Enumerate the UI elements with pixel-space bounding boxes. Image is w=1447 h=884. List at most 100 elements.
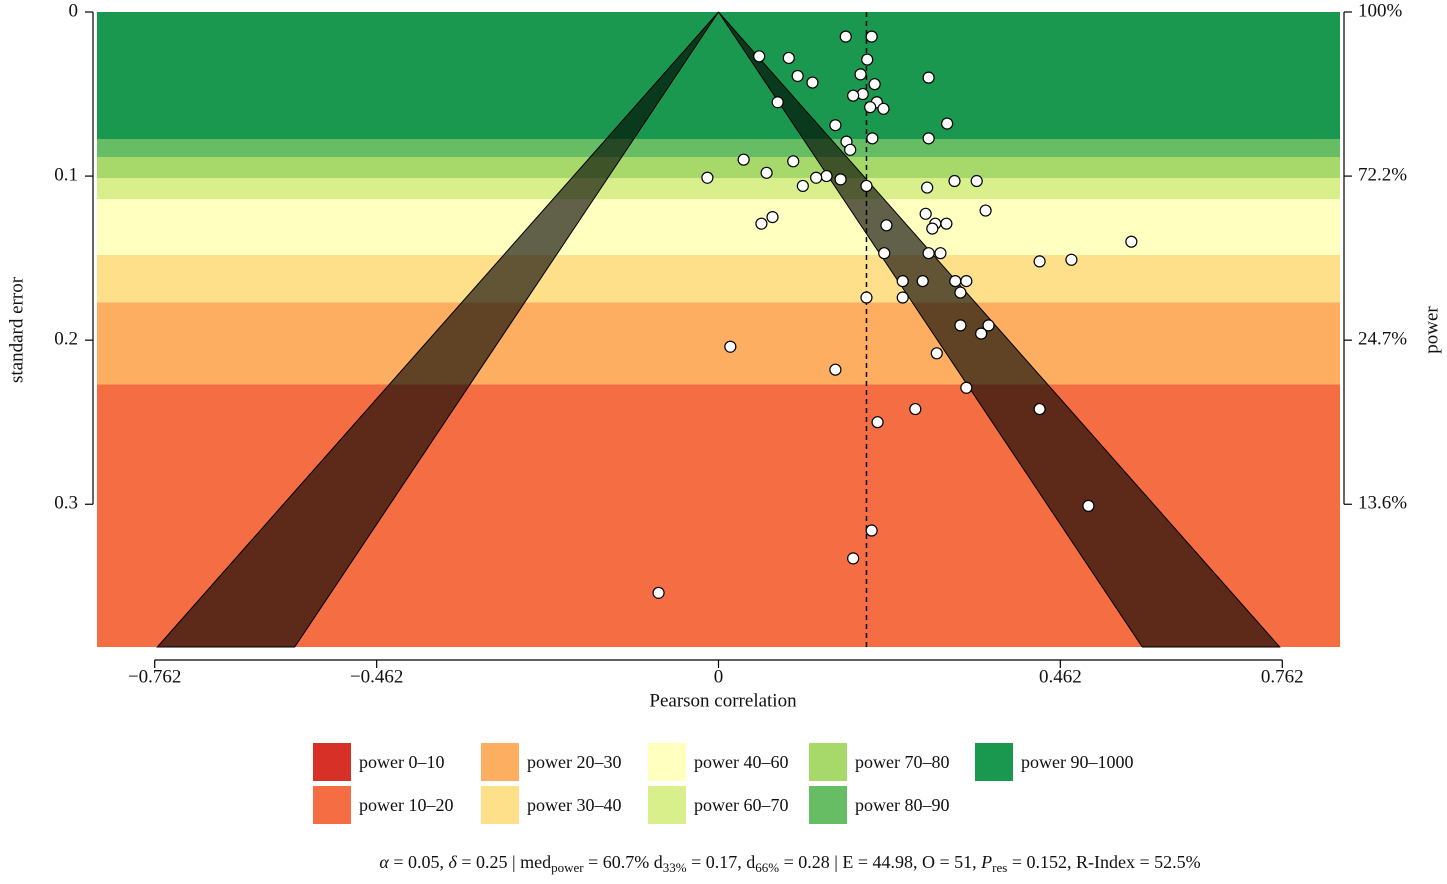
data-point	[796, 179, 809, 193]
footer-text: = 0.152, R-Index = 52.5%	[1007, 852, 1201, 872]
legend-item: power 40–60	[648, 743, 788, 781]
funnel-wedge	[718, 11, 1281, 648]
data-point	[1125, 235, 1138, 248]
y-axis-title: standard error	[6, 276, 27, 383]
data-point	[868, 78, 881, 91]
data-point	[829, 363, 842, 376]
data-point	[766, 211, 779, 224]
data-point	[919, 207, 932, 220]
footer-text: = 0.25 | med	[456, 852, 552, 872]
power-band	[97, 199, 1340, 255]
power-band	[97, 302, 1340, 385]
footer-text: = 60.7% d	[583, 852, 663, 872]
data-point	[948, 174, 961, 188]
legend-swatch	[313, 743, 351, 781]
data-point	[921, 181, 934, 194]
data-point	[820, 169, 833, 183]
data-point	[954, 319, 967, 332]
footer-stats: α = 0.05, δ = 0.25 | medpower = 60.7% d3…	[0, 852, 1447, 876]
data-point	[865, 30, 878, 43]
legend: power 0–10 power 10–20 power 20–30 power 30…	[313, 743, 1213, 833]
legend-label: power 10–20	[359, 794, 454, 815]
data-point	[866, 132, 879, 145]
x-tick-label: 0.762	[1261, 666, 1304, 687]
data-point	[724, 340, 737, 353]
legend-label: power 70–80	[855, 751, 950, 772]
data-point	[1033, 255, 1046, 268]
data-point	[829, 119, 842, 132]
legend-item: power 30–40	[481, 786, 621, 824]
x-tick-label: −0.462	[350, 666, 403, 687]
data-point	[791, 69, 804, 83]
data-point	[701, 171, 714, 184]
legend-item: power 20–30	[481, 743, 621, 781]
legend-swatch	[481, 743, 519, 781]
legend-label: power 60–70	[694, 794, 789, 815]
data-point	[926, 222, 939, 235]
y-tick-label: 0	[69, 0, 79, 21]
legend-swatch	[975, 743, 1013, 781]
power-band	[97, 139, 1340, 158]
data-point	[979, 204, 992, 217]
data-point	[847, 89, 860, 102]
data-point	[970, 174, 983, 188]
legend-swatch	[648, 743, 686, 781]
legend-swatch	[313, 786, 351, 824]
y-tick-label: 0.1	[54, 164, 78, 185]
data-point	[896, 274, 909, 288]
footer-text: = 0.05,	[388, 852, 449, 872]
x-tick-label: 0.462	[1039, 666, 1082, 687]
legend-swatch	[809, 786, 847, 824]
y-tick-label: 0.3	[54, 493, 78, 514]
legend-item: power 90–1000	[975, 743, 1133, 781]
footer-text: power	[551, 860, 584, 875]
data-point	[922, 71, 935, 84]
data-point	[810, 171, 823, 184]
footer-text: 66%	[755, 860, 780, 875]
data-point	[896, 291, 909, 304]
legend-swatch	[809, 743, 847, 781]
footer-text: res	[992, 860, 1008, 875]
legend-label: power 30–40	[527, 794, 622, 815]
y2-axis-title: power	[1421, 306, 1442, 354]
data-point	[940, 217, 953, 230]
data-point	[922, 247, 935, 260]
data-point	[954, 286, 967, 299]
legend-label: power 80–90	[855, 794, 950, 815]
x-axis-title: Pearson correlation	[649, 690, 797, 711]
legend-label: power 20–30	[527, 751, 622, 772]
data-point	[844, 143, 857, 156]
data-point	[854, 68, 867, 81]
legend-swatch	[648, 786, 686, 824]
data-point	[871, 416, 884, 429]
power-band	[97, 12, 1340, 139]
data-point	[982, 319, 995, 332]
data-point	[877, 102, 890, 115]
data-point	[880, 219, 893, 232]
data-point	[834, 173, 847, 186]
data-point	[652, 586, 665, 599]
data-point	[1065, 253, 1078, 266]
legend-swatch	[481, 786, 519, 824]
data-point	[787, 155, 800, 168]
legend-item: power 60–70	[648, 786, 788, 824]
footer-text: δ	[448, 852, 457, 872]
funnel-wedge	[156, 11, 719, 648]
data-point	[737, 153, 750, 166]
y-tick-label: 0.2	[54, 329, 78, 350]
data-point	[934, 247, 947, 260]
footer-text: = 0.17, d	[686, 852, 756, 872]
data-point	[916, 274, 929, 288]
data-point	[755, 217, 768, 230]
y2-tick-label: 100%	[1358, 0, 1403, 21]
y2-tick-label: 72.2%	[1358, 164, 1407, 185]
plot-area	[97, 11, 1340, 648]
footer-text: = 0.28 | E = 44.98, O = 51,	[779, 852, 982, 872]
x-tick-label: −0.762	[128, 666, 181, 687]
footer-text: P	[981, 852, 993, 872]
y2-tick-label: 13.6%	[1358, 493, 1407, 514]
data-point	[771, 96, 784, 109]
data-point	[860, 179, 873, 193]
